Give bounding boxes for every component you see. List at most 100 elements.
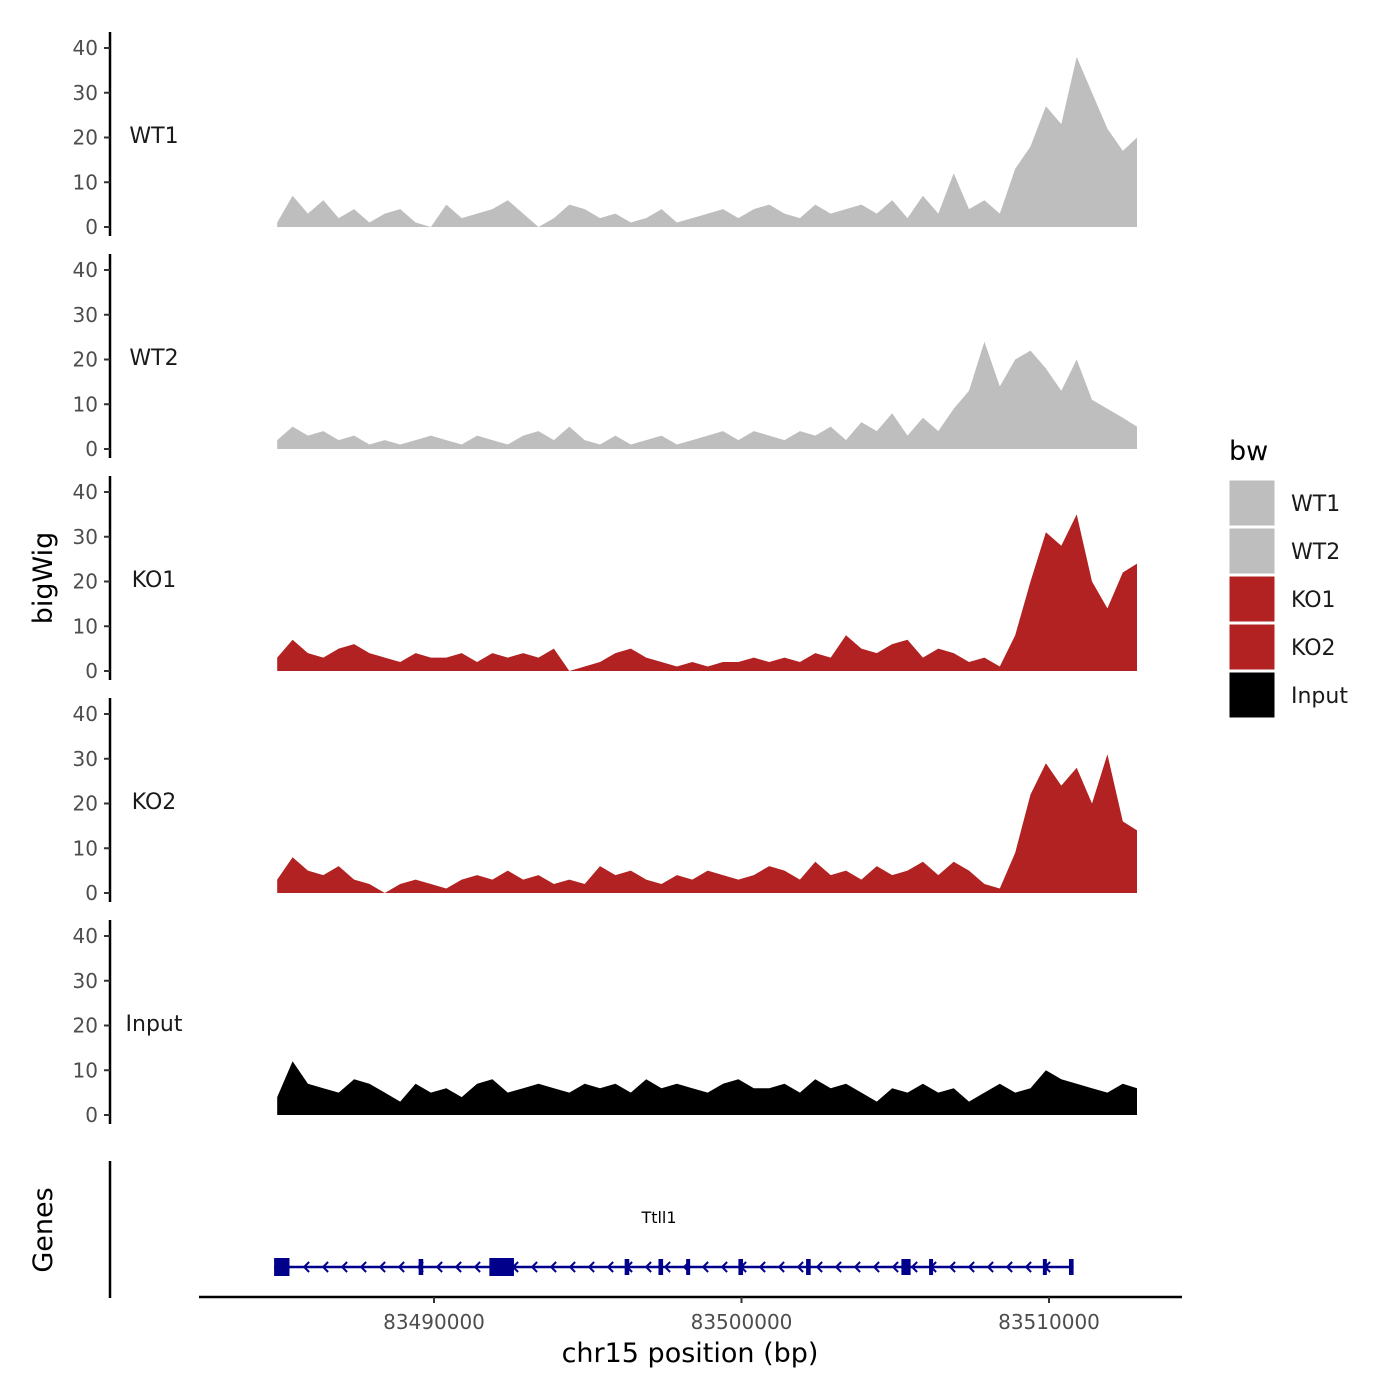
strand-arrow (720, 1261, 728, 1273)
strand-arrow (1024, 1261, 1032, 1273)
gene-exon (418, 1259, 424, 1275)
gene-exon (489, 1258, 514, 1276)
track-input: 0 10 20 30 40 Input (73, 920, 1137, 1127)
strand-arrow (606, 1261, 614, 1273)
coverage-area-wt1 (277, 56, 1137, 228)
x-axis-title: chr15 position (bp) (562, 1338, 819, 1369)
y-tick-label: 0 (85, 437, 98, 461)
y-tick-label: 0 (85, 881, 98, 905)
track-label-wt2: WT2 (129, 346, 178, 371)
legend-label-ko1: KO1 (1291, 588, 1336, 613)
track-wt2: 0 10 20 30 40 WT2 (73, 254, 1137, 461)
gene-name-label: Ttll1 (640, 1208, 676, 1227)
strand-arrow (910, 1261, 918, 1273)
track-wt1: 0 10 20 30 40 WT1 (73, 32, 1137, 239)
coverage-area-wt2 (277, 341, 1137, 449)
x-tick-label: 83500000 (691, 1310, 793, 1334)
coverage-area-ko1 (277, 514, 1137, 671)
strand-arrow (340, 1261, 348, 1273)
gene-exon (274, 1258, 290, 1276)
strand-arrow (834, 1261, 842, 1273)
y-tick-label: 40 (73, 702, 98, 726)
legend-label-wt1: WT1 (1291, 492, 1340, 517)
y-tick-label: 20 (73, 348, 98, 372)
legend-label-ko2: KO2 (1291, 636, 1336, 661)
legend-label-input: Input (1291, 684, 1348, 709)
strand-arrow (815, 1261, 823, 1273)
y-tick-label: 20 (73, 570, 98, 594)
y-tick-label: 30 (73, 303, 98, 327)
strand-arrow (967, 1261, 975, 1273)
gene-exon (929, 1259, 934, 1275)
y-tick-label: 30 (73, 747, 98, 771)
strand-arrow (853, 1261, 861, 1273)
strand-arrow (891, 1261, 899, 1273)
legend-swatch-wt1 (1228, 479, 1276, 527)
y-tick-label: 10 (73, 170, 98, 194)
strand-arrow (359, 1261, 367, 1273)
strand-arrow (872, 1261, 880, 1273)
y-tick-label: 40 (73, 480, 98, 504)
gene-exon (624, 1259, 630, 1275)
strand-arrow (587, 1261, 595, 1273)
x-axis: 83490000 83500000 83510000 (199, 1295, 1182, 1334)
y-tick-label: 20 (73, 792, 98, 816)
y-tick-label: 40 (73, 924, 98, 948)
y-tick-label: 10 (73, 1058, 98, 1082)
track-label-ko1: KO1 (132, 568, 177, 593)
x-tick-label: 83490000 (383, 1310, 485, 1334)
strand-arrow (948, 1261, 956, 1273)
legend-title: bw (1229, 436, 1268, 467)
y-tick-label: 30 (73, 969, 98, 993)
strand-arrow (473, 1261, 481, 1273)
strand-arrow (758, 1261, 766, 1273)
track-ko1: 0 10 20 30 40 KO1 (73, 476, 1137, 683)
y-tick-label: 30 (73, 525, 98, 549)
gene-exon (901, 1259, 911, 1275)
strand-arrow (454, 1261, 462, 1273)
strand-arrow (302, 1261, 310, 1273)
y-tick-label: 20 (73, 1014, 98, 1038)
strand-arrow (796, 1261, 804, 1273)
gene-exon (686, 1259, 691, 1275)
strand-arrow (986, 1261, 994, 1273)
strand-arrow (1005, 1261, 1013, 1273)
genes-panel-title: Genes (28, 1187, 59, 1272)
track-label-input: Input (126, 1012, 183, 1037)
y-tick-label: 10 (73, 614, 98, 638)
gene-exon (1042, 1259, 1047, 1275)
track-ko2: 0 10 20 30 40 KO2 (73, 698, 1137, 905)
strand-arrow (397, 1261, 405, 1273)
strand-arrow (568, 1261, 576, 1273)
genes-panel: Ttll1 (108, 1161, 1074, 1298)
strand-arrow (530, 1261, 538, 1273)
legend-swatch-wt2 (1228, 527, 1276, 575)
y-tick-label: 20 (73, 126, 98, 150)
y-tick-label: 40 (73, 258, 98, 282)
track-panels: 0 10 20 30 40 WT1 0 10 20 30 40 WT2 0 10 20 30 40 KO1 0 10 2… (73, 32, 1137, 1127)
strand-arrow (663, 1261, 671, 1273)
x-tick-label: 83510000 (998, 1310, 1100, 1334)
strand-arrow (701, 1261, 709, 1273)
strand-arrow (549, 1261, 557, 1273)
strand-arrow (321, 1261, 329, 1273)
gene-exon (658, 1259, 664, 1275)
y-tick-label: 30 (73, 81, 98, 105)
legend-swatch-input (1228, 671, 1276, 719)
strand-arrow (435, 1261, 443, 1273)
coverage-area-input (277, 1061, 1137, 1115)
legend: bw WT1 WT2 KO1 KO2 Input (1228, 436, 1348, 719)
y-tick-label: 0 (85, 215, 98, 239)
y-tick-label: 10 (73, 836, 98, 860)
gene-exon (738, 1259, 744, 1275)
y-tick-label: 10 (73, 392, 98, 416)
gene-exon (806, 1259, 811, 1275)
legend-swatch-ko1 (1228, 575, 1276, 623)
gene-exon (1068, 1259, 1074, 1275)
coverage-area-ko2 (277, 754, 1137, 893)
y-tick-label: 0 (85, 659, 98, 683)
legend-swatch-ko2 (1228, 623, 1276, 671)
track-label-ko2: KO2 (132, 790, 177, 815)
strand-arrow (777, 1261, 785, 1273)
